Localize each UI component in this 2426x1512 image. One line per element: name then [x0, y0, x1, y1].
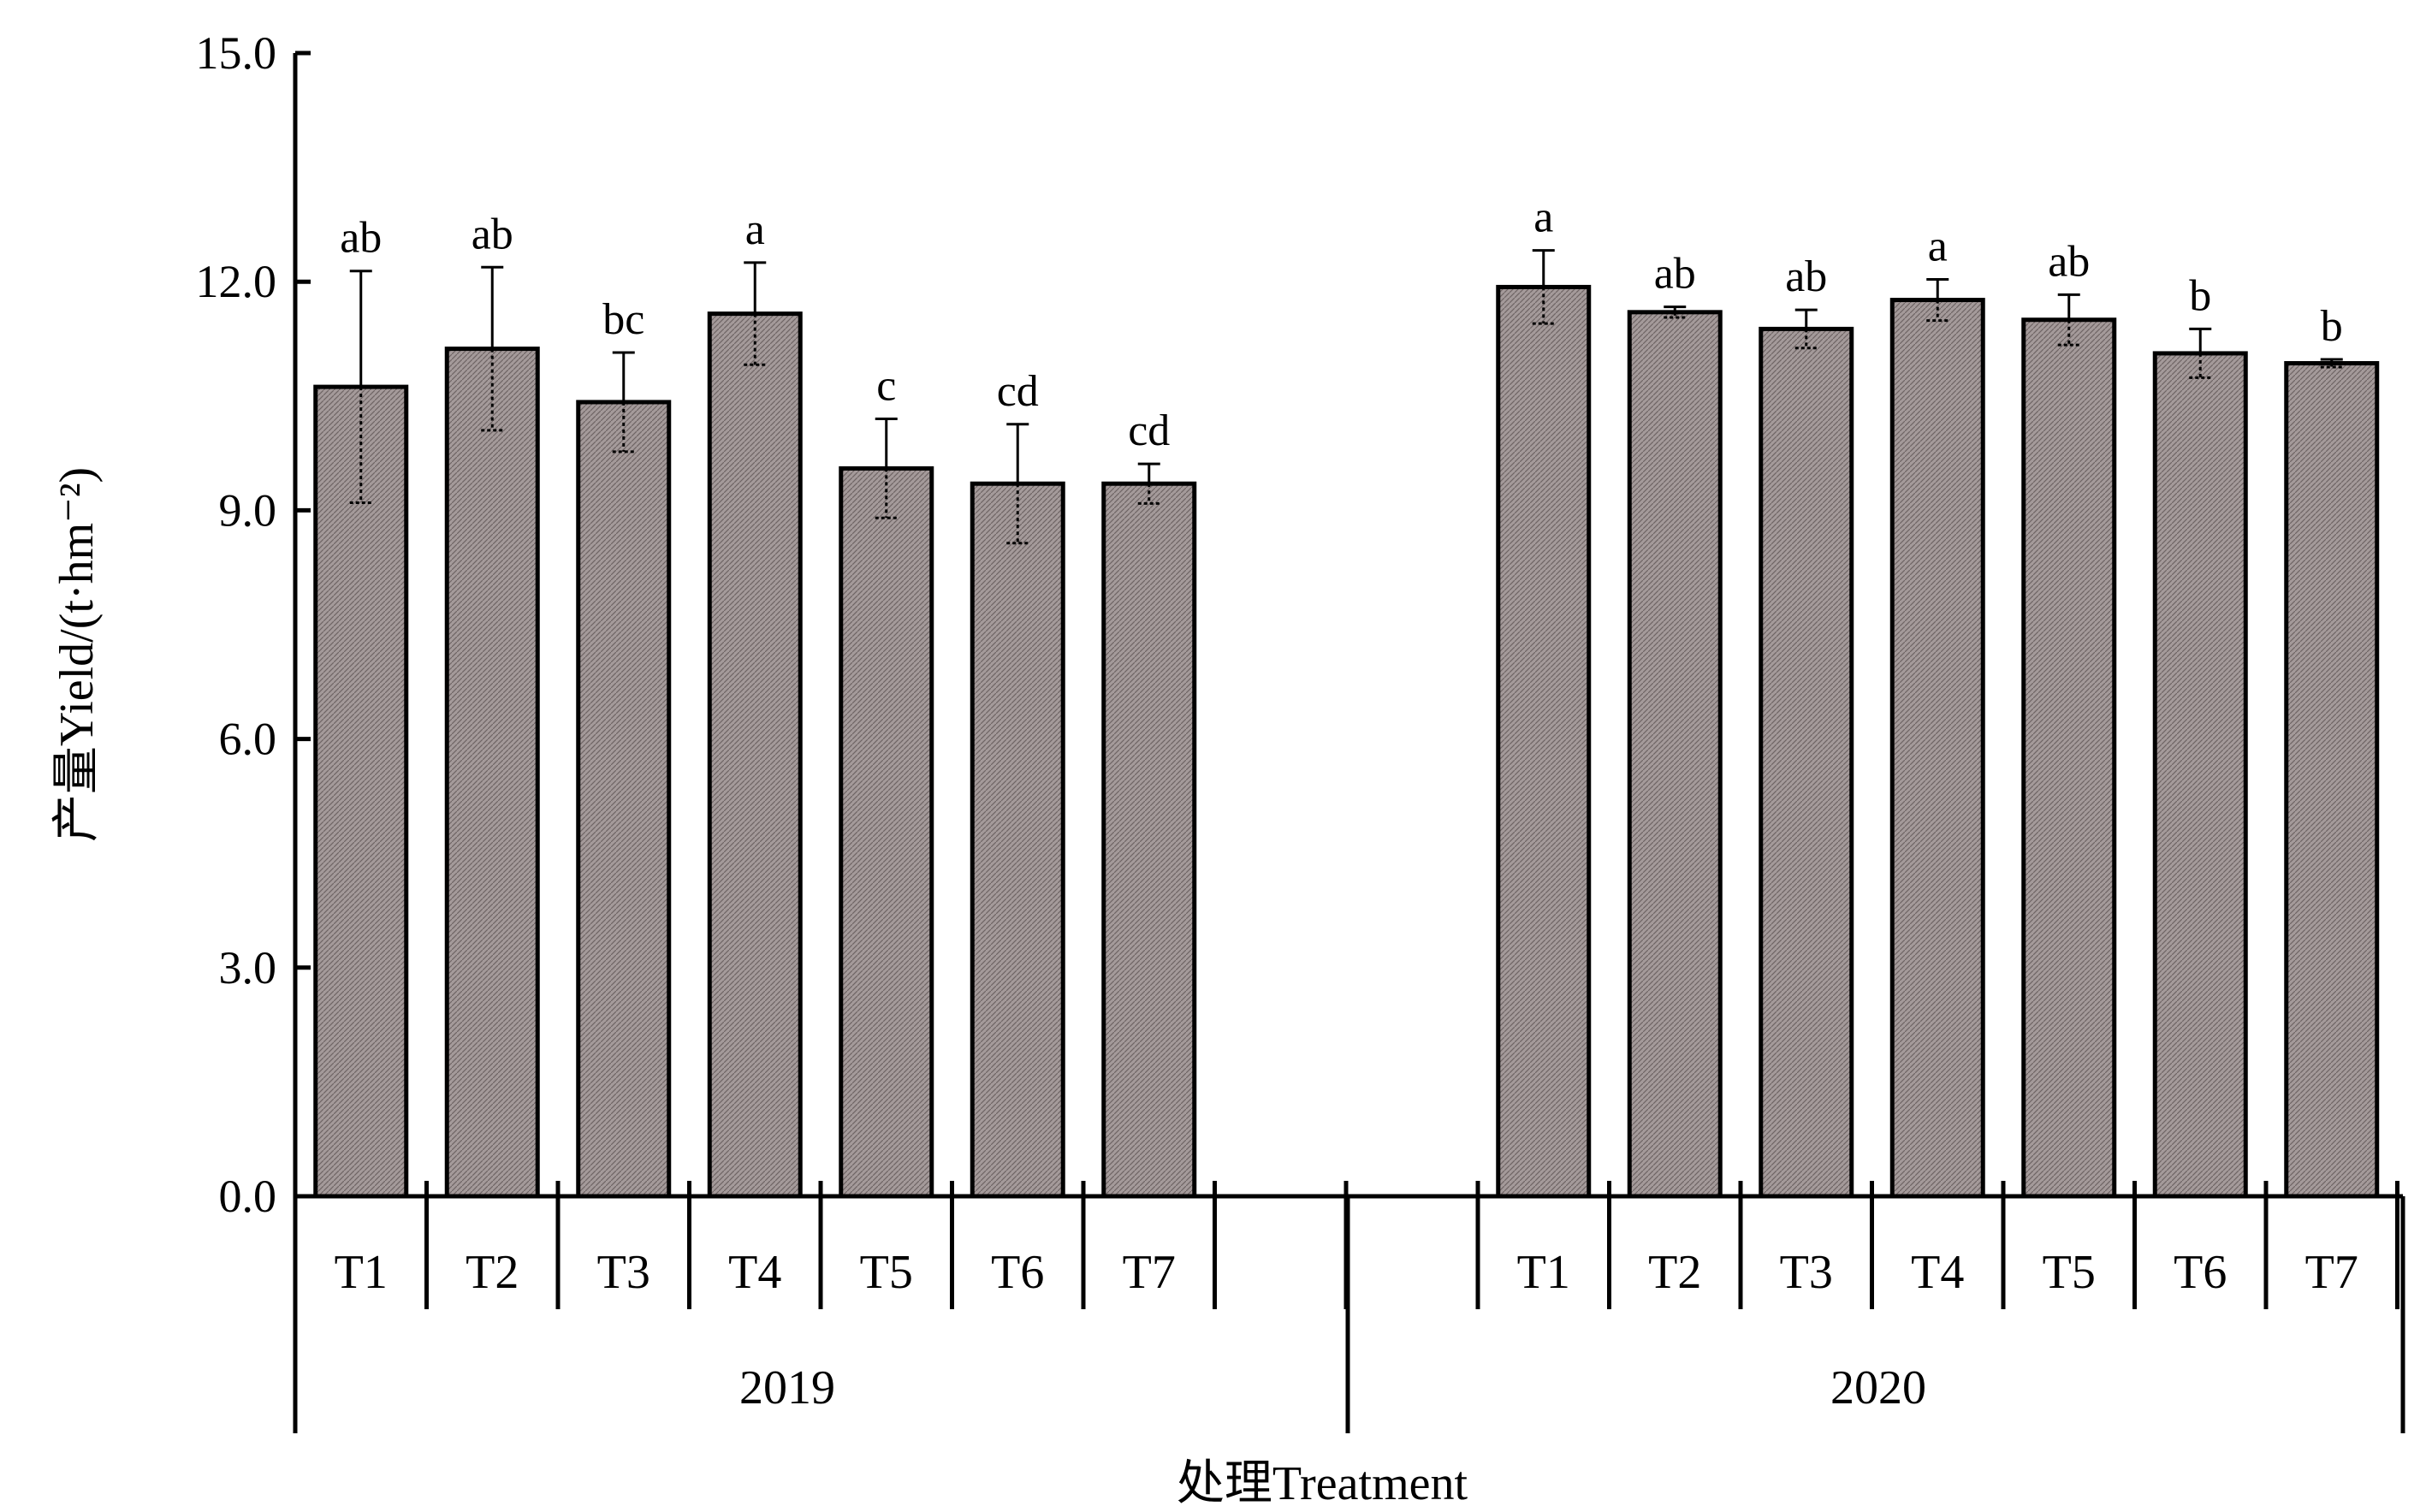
category-label: T2: [466, 1246, 519, 1299]
bar-2020-T5: [2021, 317, 2117, 1199]
group-label: 2019: [739, 1361, 835, 1414]
category-label: T2: [1648, 1246, 1701, 1299]
category-label: T4: [728, 1246, 781, 1299]
significance-letter: ab: [1654, 250, 1696, 299]
bar-2019-T2: [444, 347, 540, 1199]
significance-letter: cd: [1128, 406, 1170, 455]
bar-2019-T5: [839, 465, 934, 1199]
significance-letter: b: [2189, 271, 2211, 320]
significance-letter: b: [2321, 302, 2343, 351]
category-label: T7: [1123, 1246, 1176, 1299]
bar-2020-T6: [2152, 351, 2248, 1199]
bar-2019-T4: [707, 311, 803, 1199]
bars: [313, 249, 2380, 1199]
category-label: T7: [2305, 1246, 2358, 1299]
category-label: T6: [991, 1246, 1044, 1299]
bar-2020-T4: [1889, 298, 1985, 1199]
significance-letter: ab: [472, 210, 513, 258]
bar-2020-T7: [2284, 361, 2380, 1199]
category-label: T1: [335, 1246, 388, 1299]
y-tick-label: 9.0: [219, 484, 277, 536]
y-tick-label: 6.0: [219, 714, 277, 765]
category-label: T5: [2043, 1246, 2096, 1299]
bar-2019-T1: [313, 384, 409, 1199]
category-label: T5: [860, 1246, 913, 1299]
bar-2019-T3: [576, 400, 672, 1199]
y-tick-label: 0.0: [219, 1171, 277, 1222]
significance-letter: cd: [997, 367, 1039, 416]
significance-letter: c: [876, 362, 896, 411]
bar-2020-T2: [1627, 310, 1723, 1199]
bar-2019-T6: [970, 481, 1065, 1199]
category-label: T3: [1780, 1246, 1833, 1299]
group-label: 2020: [1830, 1361, 1926, 1414]
bar-2019-T7: [1101, 481, 1197, 1199]
bar-2020-T1: [1496, 284, 1592, 1199]
axes: [293, 50, 2405, 1433]
y-tick-label: 15.0: [196, 27, 277, 79]
y-tick-label: 3.0: [219, 942, 277, 993]
category-label: T1: [1517, 1246, 1570, 1299]
significance-letter: a: [1533, 193, 1553, 242]
significance-letter: a: [745, 205, 765, 254]
significance-letter: ab: [1785, 252, 1827, 301]
y-tick-label: 12.0: [196, 256, 277, 307]
category-label: T3: [597, 1246, 650, 1299]
significance-letter: ab: [2048, 237, 2090, 286]
significance-letter: a: [1928, 222, 1948, 271]
category-label: T4: [1911, 1246, 1964, 1299]
x-axis-title: 处理Treatment: [1177, 1457, 1468, 1510]
category-label: T6: [2174, 1246, 2227, 1299]
significance-letter: bc: [602, 295, 644, 344]
labels: 0.03.06.09.012.015.0abT1abT2bcT3aT4cT5cd…: [196, 27, 2358, 1414]
bar-2020-T3: [1759, 326, 1854, 1199]
y-axis-title: 产量Yield/(t·hm⁻²): [50, 467, 104, 842]
significance-letter: ab: [340, 214, 382, 263]
